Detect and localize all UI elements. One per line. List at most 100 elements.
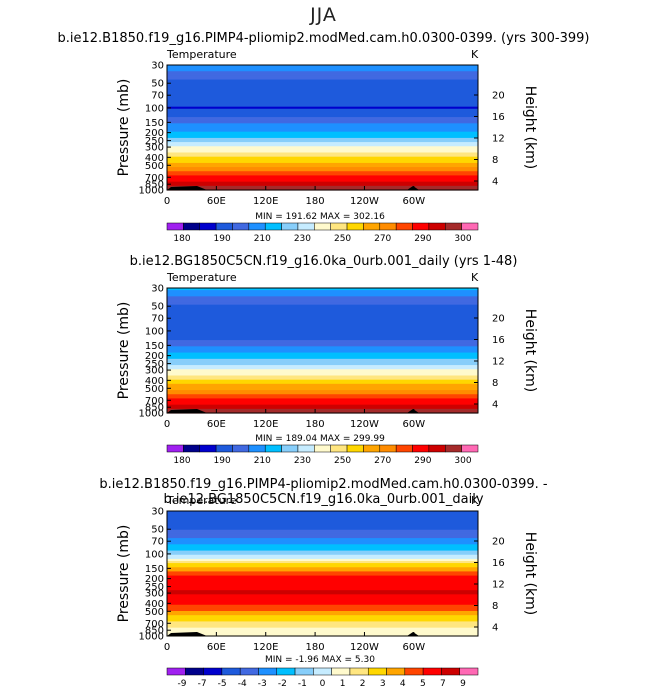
colorbar-label: -2 <box>278 679 287 689</box>
colorbar-label: 0 <box>320 679 326 689</box>
field-band <box>167 142 478 145</box>
field-band <box>167 288 478 291</box>
field-band <box>167 540 478 543</box>
field-band <box>167 135 478 139</box>
field-band <box>167 581 478 585</box>
field-band <box>167 325 478 329</box>
field-band <box>167 317 478 320</box>
field-band <box>167 144 478 147</box>
x-tick-label: 60W <box>403 196 426 207</box>
colorbar-label: -9 <box>178 679 187 689</box>
field-band <box>167 538 478 541</box>
field-band <box>167 596 478 600</box>
colorbar-label: -7 <box>198 679 207 689</box>
field-band <box>167 298 478 302</box>
field-band <box>167 290 478 293</box>
field-band <box>167 533 478 537</box>
colorbar-swatch <box>185 667 204 676</box>
field-band <box>167 385 478 389</box>
field-band <box>167 340 478 343</box>
panel-2-title: b.ie12.BG1850C5CN.f19_g16.0ka_0urb.001_d… <box>129 254 518 269</box>
field-band <box>167 179 478 183</box>
field-band <box>167 586 478 589</box>
y-right-tick-label: 20 <box>492 537 505 548</box>
field-band <box>167 321 478 325</box>
x-tick-label: 120W <box>350 419 379 430</box>
field-band <box>167 523 478 527</box>
field-band <box>167 388 478 391</box>
field-band <box>167 354 478 358</box>
colorbar-label: 210 <box>254 234 271 244</box>
colorbar-swatch <box>346 444 364 453</box>
topography-shape <box>407 632 419 636</box>
field-band <box>167 121 478 124</box>
colorbar-swatch <box>314 222 331 231</box>
field-band <box>167 71 478 74</box>
field-band <box>167 554 478 558</box>
field-band <box>167 313 478 316</box>
field-band <box>167 117 478 120</box>
panel-3-minmax: MIN = -1.96 MAX = 5.30 <box>265 655 375 665</box>
colorbar-swatch <box>330 444 348 453</box>
y-tick-label: 70 <box>151 314 164 325</box>
colorbar-label: 230 <box>294 456 311 466</box>
field-band <box>167 615 478 618</box>
colorbar-swatch <box>395 222 413 231</box>
field-band <box>167 579 478 583</box>
colorbar-label: -1 <box>298 679 307 689</box>
colorbar-label: 5 <box>420 679 426 689</box>
field-band <box>167 398 478 402</box>
y-tick-label: 700 <box>145 619 164 630</box>
field-band <box>167 119 478 122</box>
colorbar-label: 290 <box>414 234 431 244</box>
field-band <box>167 519 478 523</box>
y-right-axis-title: Height (km) <box>522 86 538 169</box>
colorbar-swatch <box>166 667 186 676</box>
field-band <box>167 402 478 406</box>
field-band <box>167 627 478 631</box>
colorbar-swatch <box>297 444 315 453</box>
colorbar-label: 4 <box>400 679 406 689</box>
field-band <box>167 146 478 149</box>
colorbar-swatch <box>386 667 406 676</box>
field-band <box>167 406 478 410</box>
field-band <box>167 296 478 300</box>
field-band <box>167 569 478 573</box>
field-band <box>167 577 478 581</box>
field-band <box>167 96 478 99</box>
panel-2-minmax: MIN = 189.04 MAX = 299.99 <box>255 434 385 444</box>
colorbar-swatch <box>264 222 282 231</box>
field-band <box>167 92 478 95</box>
field-band <box>167 410 478 414</box>
field-band <box>167 600 478 604</box>
colorbar-swatch <box>199 222 217 231</box>
field-band <box>167 552 478 556</box>
y-tick-label: 1000 <box>139 632 164 643</box>
field-band <box>167 371 478 375</box>
field-band <box>167 292 478 295</box>
colorbar-swatch <box>331 667 351 676</box>
y-right-tick-label: 12 <box>492 580 505 591</box>
y-tick-label: 150 <box>145 564 164 575</box>
field-band <box>167 404 478 408</box>
y-tick-label: 30 <box>151 61 164 72</box>
y-tick-label: 1000 <box>139 409 164 420</box>
colorbar-swatch <box>461 444 479 453</box>
field-band <box>167 165 478 168</box>
chart-panel-1: 3050701001502002503004005007008501000201… <box>116 61 538 245</box>
x-tick-label: 60E <box>207 642 226 653</box>
panel-3-title: b.ie12.B1850.f19_g16.PIMP4-pliomip2.modM… <box>99 477 548 507</box>
field-band <box>167 563 478 566</box>
colorbar-label: 270 <box>374 234 391 244</box>
field-band <box>167 606 478 610</box>
colorbar-label: 300 <box>454 456 471 466</box>
colorbar-swatch <box>183 444 200 453</box>
plot-frame <box>166 287 479 414</box>
field-band <box>167 81 478 85</box>
field-band <box>167 73 478 77</box>
x-tick-label: 60W <box>403 419 426 430</box>
colorbar-swatch <box>258 667 278 676</box>
y-right-tick-label: 16 <box>492 558 505 569</box>
field-band <box>167 112 478 116</box>
panel-1-title: b.ie12.B1850.f19_g16.PIMP4-pliomip2.modM… <box>57 31 590 46</box>
